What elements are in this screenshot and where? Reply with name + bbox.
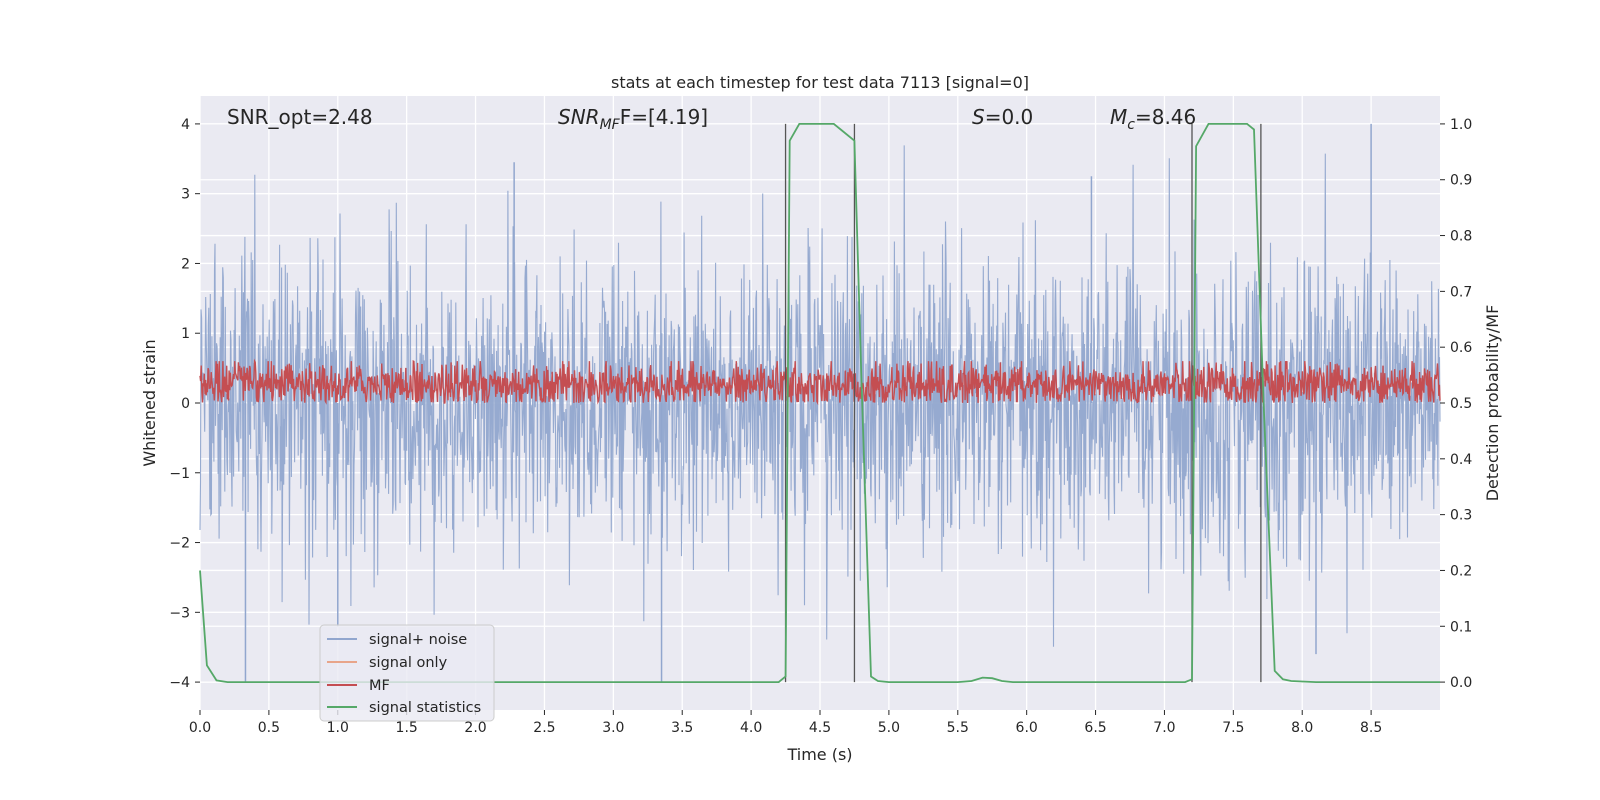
signal-noise-series (199, 123, 1441, 683)
x-tick-label: 5.5 (947, 720, 969, 736)
x-tick-label: 5.0 (878, 720, 900, 736)
y-tick-label: −2 (169, 536, 190, 552)
mf-line (199, 358, 1441, 406)
mf-series (199, 358, 1441, 406)
x-tick-label: 2.5 (533, 720, 555, 736)
x-tick-label: 4.0 (740, 720, 762, 736)
y2-tick-label: 0.4 (1450, 452, 1472, 468)
y2-tick-label: 0.6 (1450, 340, 1472, 356)
y-tick-label: 4 (181, 117, 190, 133)
legend-label-signal-only: signal only (369, 655, 448, 671)
x-tick-label: 7.0 (1153, 720, 1175, 736)
y-axis-ticks: 4 3 2 1 0 −1 −2 −3 −4 (169, 117, 200, 691)
x-tick-label: 2.0 (464, 720, 486, 736)
x-tick-label: 8.0 (1291, 720, 1313, 736)
legend-label-signal-statistics: signal statistics (369, 700, 481, 716)
legend: signal+ noise signal only MF signal stat… (319, 624, 495, 722)
y2-tick-label: 0.0 (1450, 675, 1472, 691)
annotation-snr-opt: SNR_opt=2.48 (227, 105, 373, 129)
annotation-snr-mf: SNRMFF=[4.19] (558, 105, 708, 133)
x-tick-label: 3.5 (671, 720, 693, 736)
annotation-s: S=0.0 (972, 105, 1033, 129)
x-tick-label: 1.5 (396, 720, 418, 736)
signal-statistics-series (199, 123, 1440, 683)
y2-tick-label: 0.7 (1450, 284, 1472, 300)
chart-title: stats at each timestep for test data 711… (611, 73, 1029, 92)
y-tick-label: 1 (181, 326, 190, 342)
y2-axis-label: Detection probability/MF (1483, 305, 1502, 502)
x-tick-label: 7.5 (1222, 720, 1244, 736)
y2-tick-label: 0.5 (1450, 396, 1472, 412)
x-tick-label: 3.0 (602, 720, 624, 736)
signal-statistics-line (199, 123, 1440, 683)
y-axis-label: Whitened strain (140, 339, 159, 466)
x-tick-label: 0.5 (258, 720, 280, 736)
y-tick-label: −1 (169, 466, 190, 482)
legend-box (319, 624, 495, 722)
x-tick-label: 6.0 (1016, 720, 1038, 736)
y-tick-label: −4 (169, 675, 190, 691)
annotation-mc: Mc=8.46 (1110, 105, 1196, 133)
y2-tick-label: 0.2 (1450, 563, 1472, 579)
y2-tick-label: 0.3 (1450, 508, 1472, 524)
y2-axis-ticks: 1.0 0.9 0.8 0.7 0.6 0.5 0.4 0.3 0.2 0.1 0.0 (1440, 117, 1472, 691)
x-tick-label: 1.0 (327, 720, 349, 736)
signal-noise-line (199, 145, 1441, 647)
x-tick-label: 8.5 (1360, 720, 1382, 736)
y-tick-label: 3 (181, 187, 190, 203)
x-tick-label: 0.0 (189, 720, 211, 736)
x-axis-label: Time (s) (786, 745, 852, 764)
y-tick-label: −3 (169, 605, 190, 621)
y-tick-label: 0 (181, 396, 190, 412)
y2-tick-label: 1.0 (1450, 117, 1472, 133)
x-tick-label: 6.5 (1084, 720, 1106, 736)
y2-tick-label: 0.9 (1450, 173, 1472, 189)
x-tick-label: 4.5 (809, 720, 831, 736)
x-axis-ticks: 0.0 0.5 1.0 1.5 2.0 2.5 3.0 3.5 4.0 4.5 5.0 5.5 6.0 6… (189, 710, 1382, 736)
legend-label-mf: MF (369, 678, 390, 694)
y2-tick-label: 0.1 (1450, 619, 1472, 635)
legend-label-signal-noise: signal+ noise (369, 632, 467, 648)
y-tick-label: 2 (181, 256, 190, 272)
y2-tick-label: 0.8 (1450, 229, 1472, 245)
